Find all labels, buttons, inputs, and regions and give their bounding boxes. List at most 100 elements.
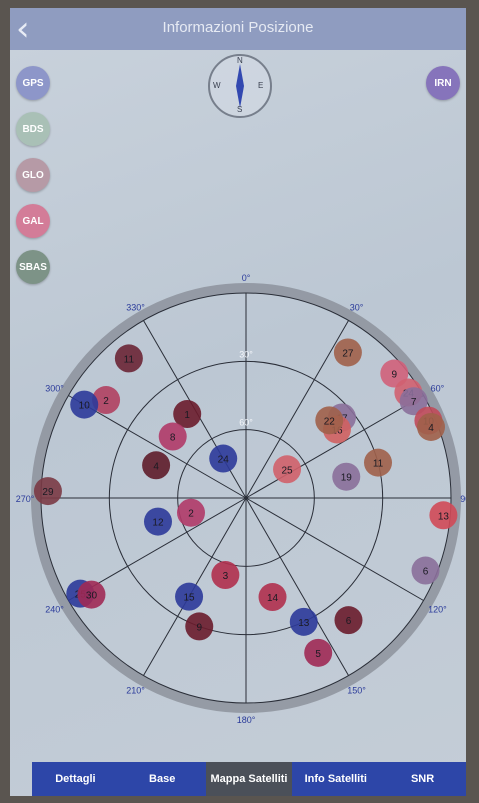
satellite-dot bbox=[142, 451, 171, 480]
satellite-marker[interactable]: 3 bbox=[211, 561, 240, 590]
satellite-marker[interactable]: 1 bbox=[173, 400, 202, 429]
satellite-marker[interactable]: 13 bbox=[289, 607, 318, 636]
azimuth-label: 330° bbox=[126, 303, 145, 313]
satellite-marker[interactable]: 12 bbox=[143, 507, 172, 536]
tab-snr[interactable]: SNR bbox=[410, 773, 435, 785]
satellite-marker[interactable]: 24 bbox=[209, 444, 238, 473]
satellite-dot bbox=[289, 607, 318, 636]
compass-needle-icon bbox=[236, 64, 244, 108]
satellite-dot bbox=[333, 338, 362, 367]
satellite-id-label: 11 bbox=[373, 459, 384, 470]
screen: ‹ Informazioni Posizione GPS BDS GLO GAL… bbox=[10, 8, 466, 796]
satellite-marker[interactable]: 4 bbox=[142, 451, 171, 480]
satellite-marker[interactable]: 4 bbox=[417, 412, 446, 441]
satellite-id-label: 5 bbox=[315, 649, 321, 660]
azimuth-spoke bbox=[245, 497, 349, 676]
satellite-dot bbox=[411, 556, 440, 585]
satellite-marker[interactable]: 29 bbox=[33, 477, 62, 506]
compass-west-label: W bbox=[213, 81, 221, 90]
azimuth-label: 180° bbox=[237, 715, 256, 725]
satellite-id-label: 9 bbox=[196, 622, 202, 633]
satellite-id-label: 30 bbox=[86, 591, 98, 602]
satellite-marker[interactable]: 8 bbox=[158, 422, 187, 451]
satellite-marker[interactable]: 27 bbox=[333, 338, 362, 367]
elevation-label: 60° bbox=[239, 418, 253, 428]
satellite-id-label: 14 bbox=[267, 593, 279, 604]
satellite-marker[interactable]: 15 bbox=[175, 582, 204, 611]
constellation-toggle-gal[interactable]: GAL bbox=[16, 204, 50, 238]
tab-mappa-satelliti[interactable]: Mappa Satelliti bbox=[205, 762, 293, 796]
satellite-dot bbox=[173, 400, 202, 429]
satellite-marker[interactable]: 6 bbox=[411, 556, 440, 585]
tab-base[interactable]: Base bbox=[149, 773, 176, 785]
satellite-id-label: 22 bbox=[324, 416, 336, 427]
azimuth-label: 300° bbox=[45, 384, 64, 394]
azimuth-label: 150° bbox=[347, 685, 366, 695]
azimuth-spoke bbox=[68, 395, 247, 499]
satellite-marker[interactable]: 19 bbox=[332, 462, 361, 491]
satellite-dot bbox=[70, 390, 99, 419]
constellation-label: GAL bbox=[22, 215, 44, 227]
satellite-id-label: 2 bbox=[103, 396, 109, 407]
satellite-id-label: 29 bbox=[42, 487, 54, 498]
constellation-label: GLO bbox=[22, 169, 44, 181]
elevation-label: 30° bbox=[239, 349, 253, 359]
compass-south-label: S bbox=[237, 105, 243, 114]
satellite-marker[interactable]: 13 bbox=[429, 501, 458, 530]
satellite-dot bbox=[315, 406, 344, 435]
constellation-label: GPS bbox=[22, 77, 44, 89]
satellite-marker[interactable]: 30 bbox=[77, 580, 106, 609]
satellite-id-label: 2 bbox=[188, 509, 194, 520]
tab-bar: Dettagli Base Mappa Satelliti Info Satel… bbox=[32, 762, 466, 796]
satellite-marker[interactable]: 11 bbox=[114, 344, 143, 373]
satellite-dot bbox=[176, 498, 205, 527]
satellite-id-label: 13 bbox=[438, 511, 450, 522]
satellite-marker[interactable]: 5 bbox=[304, 638, 333, 667]
constellation-toggle-irn[interactable]: IRN bbox=[426, 66, 460, 100]
satellite-marker[interactable]: 2 bbox=[176, 498, 205, 527]
satellite-dot bbox=[143, 507, 172, 536]
satellite-dot bbox=[185, 612, 214, 641]
satellite-id-label: 6 bbox=[346, 616, 352, 627]
satellite-marker[interactable]: 9 bbox=[185, 612, 214, 641]
satellite-marker[interactable]: 25 bbox=[273, 455, 302, 484]
satellite-id-label: 12 bbox=[152, 518, 164, 529]
satellite-marker[interactable]: 14 bbox=[258, 583, 287, 612]
satellite-marker[interactable]: 7 bbox=[399, 387, 428, 416]
satellite-marker[interactable]: 10 bbox=[70, 390, 99, 419]
satellite-dot bbox=[399, 387, 428, 416]
satellite-marker[interactable]: 2 bbox=[92, 386, 121, 415]
satellite-dot bbox=[77, 580, 106, 609]
satellite-id-label: 11 bbox=[124, 354, 135, 365]
compass-icon: N S E W bbox=[208, 54, 272, 118]
page-title: Informazioni Posizione bbox=[162, 19, 314, 36]
satellite-id-label: 7 bbox=[411, 397, 417, 408]
constellation-label: SBAS bbox=[19, 261, 47, 273]
azimuth-label: 120° bbox=[428, 605, 447, 615]
satellite-id-label: 15 bbox=[183, 593, 195, 604]
satellite-dot bbox=[417, 412, 446, 441]
constellation-toggle-bds[interactable]: BDS bbox=[16, 112, 50, 146]
azimuth-label: 30° bbox=[350, 303, 364, 313]
satellite-marker[interactable]: 6 bbox=[334, 606, 363, 635]
constellation-toggle-gps[interactable]: GPS bbox=[16, 66, 50, 100]
constellation-toggle-sbas[interactable]: SBAS bbox=[16, 250, 50, 284]
satellite-dot bbox=[304, 638, 333, 667]
compass-east-label: E bbox=[258, 81, 264, 90]
satellite-id-label: 9 bbox=[392, 370, 398, 381]
satellite-dot bbox=[33, 477, 62, 506]
constellation-label: IRN bbox=[434, 77, 452, 89]
satellite-marker[interactable]: 22 bbox=[315, 406, 344, 435]
tab-dettagli[interactable]: Dettagli bbox=[55, 773, 96, 785]
satellite-dot bbox=[334, 606, 363, 635]
azimuth-label: 210° bbox=[126, 685, 145, 695]
satellite-marker[interactable]: 11 bbox=[364, 448, 393, 477]
tab-info-satelliti[interactable]: Info Satelliti bbox=[304, 773, 367, 785]
satellite-dot bbox=[211, 561, 240, 590]
satellite-dot bbox=[209, 444, 238, 473]
constellation-label: BDS bbox=[22, 123, 44, 135]
satellite-id-label: 27 bbox=[342, 348, 354, 359]
back-arrow-icon[interactable]: ‹ bbox=[16, 9, 30, 49]
constellation-toggle-glo[interactable]: GLO bbox=[16, 158, 50, 192]
satellite-dot bbox=[364, 448, 393, 477]
